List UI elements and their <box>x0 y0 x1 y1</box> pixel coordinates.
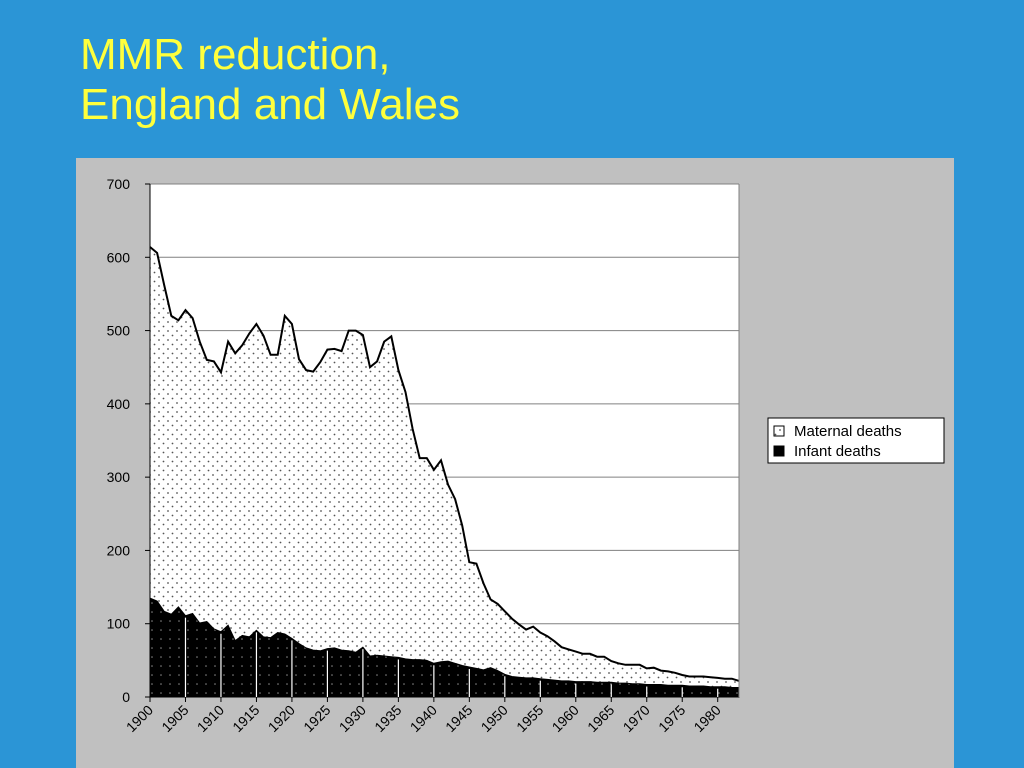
series-line-maternal-deaths <box>149 246 740 682</box>
y-tick-label: 400 <box>107 396 131 412</box>
x-tick-label: 1925 <box>300 702 333 735</box>
legend-label-infant-deaths: Infant deaths <box>794 443 881 460</box>
x-tick-label: 1950 <box>478 702 511 735</box>
legend-swatch-maternal-deaths <box>773 425 785 437</box>
x-tick-label: 1920 <box>265 702 298 735</box>
series-area-maternal-deaths <box>150 247 739 697</box>
series-layer <box>149 246 740 698</box>
y-tick-label: 100 <box>107 616 131 632</box>
slide-title: MMR reduction, England and Wales <box>80 30 460 130</box>
chart-panel: 0 100 200 300 400 500 600 700 1900 1905 1910 1915 1… <box>76 158 954 768</box>
x-tick-label: 1905 <box>158 702 191 735</box>
y-tick-label: 0 <box>122 689 130 705</box>
legend-swatch-infant-deaths <box>773 445 785 457</box>
x-tick-label: 1940 <box>407 702 440 735</box>
x-tick-label: 1930 <box>336 702 369 735</box>
x-tick-label: 1945 <box>442 702 475 735</box>
y-tick-label: 300 <box>107 469 131 485</box>
legend-box <box>767 417 945 464</box>
x-tick-label: 1955 <box>513 702 546 735</box>
y-axis-labels: 0 100 200 300 400 500 600 700 <box>107 176 150 705</box>
legend-label-maternal-deaths: Maternal deaths <box>794 423 902 440</box>
x-tick-label: 1900 <box>123 702 156 735</box>
slide-title-line-2: England and Wales <box>80 80 460 129</box>
axes <box>149 184 740 698</box>
x-tick-label: 1980 <box>690 702 723 735</box>
x-tick-label: 1935 <box>371 702 404 735</box>
y-tick-label: 600 <box>107 249 131 265</box>
x-tick-label: 1960 <box>549 702 582 735</box>
x-tick-label: 1970 <box>620 702 653 735</box>
x-tick-label: 1915 <box>229 702 262 735</box>
legend: Maternal deaths Infant deaths <box>767 417 945 464</box>
slide-title-line-1: MMR reduction, <box>80 30 391 79</box>
series-area-infant-deaths <box>149 597 740 698</box>
y-tick-label: 500 <box>107 323 131 339</box>
y-tick-label: 200 <box>107 542 131 558</box>
x-tick-label: 1965 <box>584 702 617 735</box>
x-tick-label: 1975 <box>655 702 688 735</box>
y-tick-label: 700 <box>107 176 131 192</box>
x-tick-label: 1910 <box>194 702 227 735</box>
